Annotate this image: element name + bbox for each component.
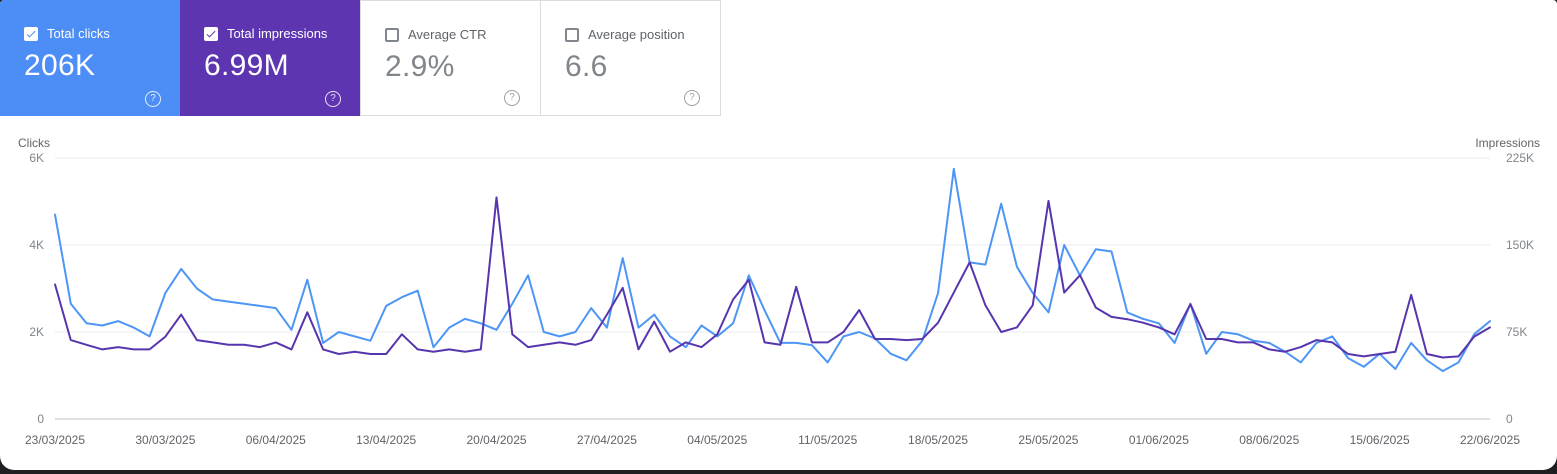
average-position-card[interactable]: Average position 6.6 ? [540,0,721,116]
help-icon[interactable]: ? [325,91,341,107]
help-icon[interactable]: ? [504,90,520,106]
total-impressions-value: 6.99M [204,49,289,82]
checkmark-icon [26,30,36,37]
metric-cards-row: Total clicks 206K ? Total impressions 6.… [0,0,1557,116]
average-ctr-label: Average CTR [408,27,487,42]
total-clicks-label: Total clicks [47,26,110,41]
total-clicks-card[interactable]: Total clicks 206K ? [0,0,181,116]
average-position-header: Average position [565,27,720,42]
total-impressions-checkbox[interactable] [204,26,218,41]
average-position-value: 6.6 [565,50,608,83]
average-ctr-checkbox[interactable] [385,27,399,42]
help-icon[interactable]: ? [684,90,700,106]
average-ctr-card[interactable]: Average CTR 2.9% ? [360,0,541,116]
total-clicks-value: 206K [24,49,96,82]
average-position-label: Average position [588,27,685,42]
total-impressions-card[interactable]: Total impressions 6.99M ? [180,0,361,116]
impressions-line [54,196,1491,359]
average-ctr-value: 2.9% [385,50,455,83]
clicks-line [54,167,1491,373]
total-clicks-header: Total clicks [24,26,181,41]
total-impressions-header: Total impressions [204,26,361,41]
total-impressions-label: Total impressions [227,26,328,41]
average-position-checkbox[interactable] [565,27,579,42]
checkmark-icon [206,30,216,37]
average-ctr-header: Average CTR [385,27,540,42]
total-clicks-checkbox[interactable] [24,26,38,41]
help-icon[interactable]: ? [145,91,161,107]
